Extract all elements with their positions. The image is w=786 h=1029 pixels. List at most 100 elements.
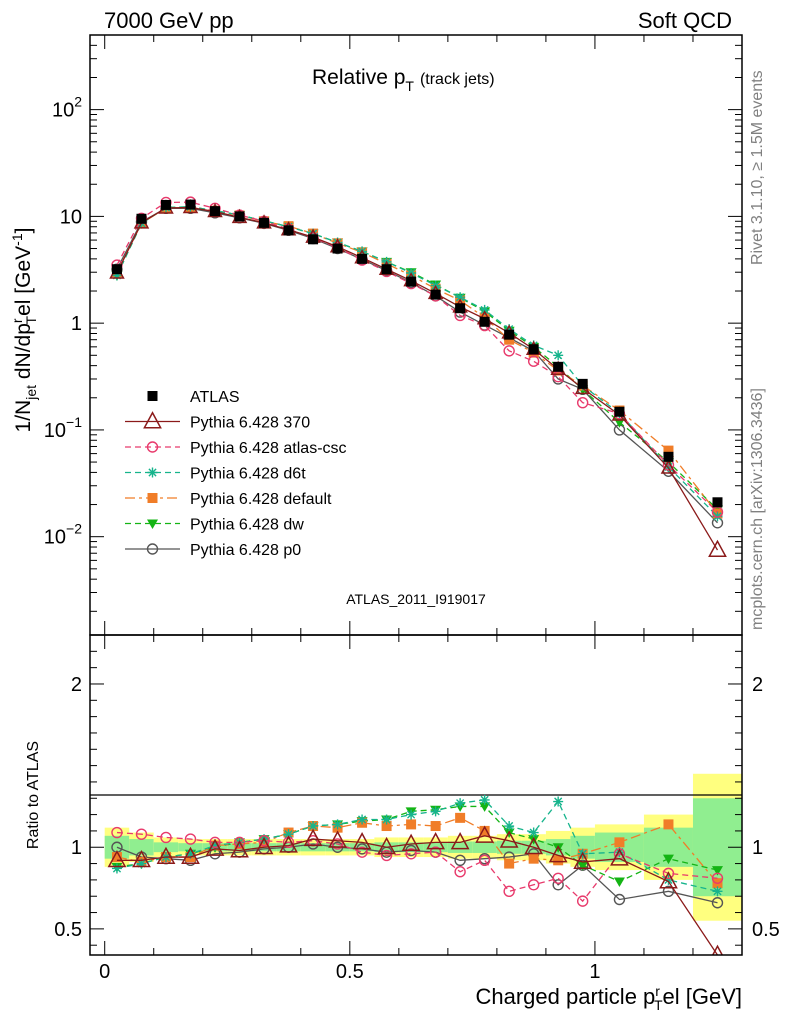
- main-ylabel: 1/Njet dN/dprTel [GeV-1]: [9, 228, 39, 433]
- ratio-point-p370: [181, 846, 200, 865]
- legend: ATLAS Pythia 6.428 370 Pythia 6.428 atlas-…: [125, 389, 347, 559]
- data-point-d6t: [663, 461, 674, 472]
- ratio-point-default: [381, 821, 392, 832]
- ratio-point-default: [406, 819, 417, 830]
- data-point-atlas_csc: [527, 355, 540, 367]
- ratio-point-dw: [613, 877, 625, 888]
- main-title: Relative pT (track jets): [312, 66, 495, 94]
- y-tick-label-main: 1: [71, 313, 82, 335]
- ratio-point-d6t: [381, 814, 392, 825]
- ratio-series-group: [107, 794, 724, 955]
- legend-label-default: Pythia 6.428 default: [190, 491, 332, 508]
- ratio-point-atlas_csc: [662, 867, 675, 880]
- data-point-ATLAS: [479, 316, 490, 327]
- data-point-ATLAS: [455, 303, 466, 314]
- ratio-point-atlas_csc: [356, 846, 368, 858]
- data-point-d6t: [455, 292, 466, 303]
- ratio-point-atlas_csc: [711, 872, 724, 884]
- ratio-point-p370: [205, 838, 225, 856]
- ratio-point-d6t: [553, 796, 564, 807]
- ratio-series-p370: [107, 825, 724, 955]
- y-tick-label-ratio-right: 1: [752, 837, 763, 859]
- ratio-point-atlas_csc: [209, 836, 221, 849]
- ratio-point-p370: [132, 849, 151, 868]
- ratio-point-atlas_csc: [454, 866, 466, 878]
- ratio-point-dw: [662, 854, 674, 865]
- y-tick-label-ratio: 2: [71, 674, 82, 696]
- ratio-point-d6t: [479, 794, 490, 805]
- y-tick-label-ratio-right: 0.5: [752, 919, 780, 941]
- legend-marker-d6t: [147, 467, 158, 478]
- ratio-point-dw: [479, 802, 491, 812]
- x-tick-label: 0.5: [336, 961, 364, 983]
- data-point-ATLAS: [528, 344, 539, 355]
- x-tick-label: 1: [589, 961, 600, 983]
- ratio-point-default: [111, 852, 122, 863]
- y-tick-label-ratio: 1: [71, 837, 82, 859]
- ratio-point-p0: [552, 879, 564, 891]
- data-point-ATLAS: [357, 253, 368, 264]
- ratio-point-d6t: [712, 886, 723, 897]
- ratio-point-d6t: [111, 863, 122, 874]
- data-point-ATLAS: [234, 211, 245, 222]
- ratio-point-d6t: [136, 858, 147, 869]
- ratio-point-atlas_csc: [429, 846, 442, 858]
- data-point-ATLAS: [111, 264, 122, 275]
- data-point-d6t: [504, 324, 515, 335]
- ratio-axis-ticks: 0.5 0.5 1 1 2 2 0 0.5 1: [54, 635, 780, 983]
- rivet-label: Rivet 3.1.10, ≥ 1.5M events: [749, 70, 766, 265]
- ratio-point-p370: [573, 851, 593, 869]
- ratio-point-d6t: [332, 819, 343, 830]
- ratio-ylabel: Ratio to ATLAS: [25, 741, 42, 849]
- series-ATLAS: [111, 199, 723, 508]
- ratio-point-p370: [352, 832, 372, 850]
- ratio-point-p0: [662, 885, 675, 898]
- ratio-point-p370: [107, 849, 127, 868]
- ratio-line-atlas_csc: [116, 831, 718, 903]
- ratio-point-p370: [401, 833, 421, 851]
- legend-marker-dw: [147, 519, 158, 529]
- ratio-line-p370: [116, 835, 719, 955]
- data-point-p370: [708, 539, 727, 558]
- ratio-point-atlas_csc: [478, 854, 491, 867]
- y-tick-label-ratio: 0.5: [54, 919, 82, 941]
- watermark: ATLAS_2011_I919017: [346, 591, 486, 607]
- ratio-point-p370: [711, 944, 724, 955]
- legend-marker-ATLAS: [147, 391, 158, 401]
- data-point-atlas_csc: [576, 396, 589, 409]
- data-point-ATLAS: [712, 497, 723, 508]
- ratio-point-dw: [711, 866, 723, 876]
- ratio-point-p370: [524, 836, 544, 855]
- x-tick-label: 0: [99, 961, 110, 983]
- data-point-p370: [660, 459, 677, 474]
- y-tick-label-main: 102: [52, 94, 82, 122]
- ratio-point-atlas_csc: [331, 838, 344, 850]
- ratio-point-p0: [613, 893, 626, 906]
- ratio-point-default: [553, 855, 564, 866]
- legend-label-dw: Pythia 6.428 dw: [190, 517, 304, 534]
- legend-label-p0: Pythia 6.428 p0: [190, 542, 301, 559]
- ratio-point-p370: [610, 848, 629, 866]
- ratio-point-default: [430, 821, 441, 832]
- ratio-point-p370: [303, 828, 323, 847]
- legend-label-ATLAS: ATLAS: [190, 389, 240, 406]
- data-point-ATLAS: [430, 289, 441, 300]
- legend-label-atlas_csc: Pythia 6.428 atlas-csc: [190, 440, 347, 457]
- ratio-point-atlas_csc: [160, 831, 172, 844]
- ratio-point-d6t: [283, 829, 294, 840]
- ratio-point-default: [504, 858, 515, 869]
- ratio-point-atlas_csc: [503, 885, 515, 898]
- data-point-ATLAS: [185, 199, 196, 210]
- ratio-point-default: [614, 837, 625, 848]
- data-point-ATLAS: [136, 213, 147, 224]
- main-frame: [89, 34, 743, 636]
- legend-marker-atlas_csc: [146, 441, 159, 453]
- ratio-panel: 0.5 0.5 1 1 2 2 0 0.5 1 Ratio to ATLAS Charged p…: [25, 634, 780, 1013]
- uncertainty-band-green: [472, 841, 497, 853]
- ratio-point-atlas_csc: [258, 835, 270, 847]
- ratio-frame: [89, 634, 743, 956]
- data-point-default: [504, 334, 515, 345]
- data-point-ATLAS: [504, 329, 515, 340]
- ratio-point-atlas_csc: [135, 828, 148, 840]
